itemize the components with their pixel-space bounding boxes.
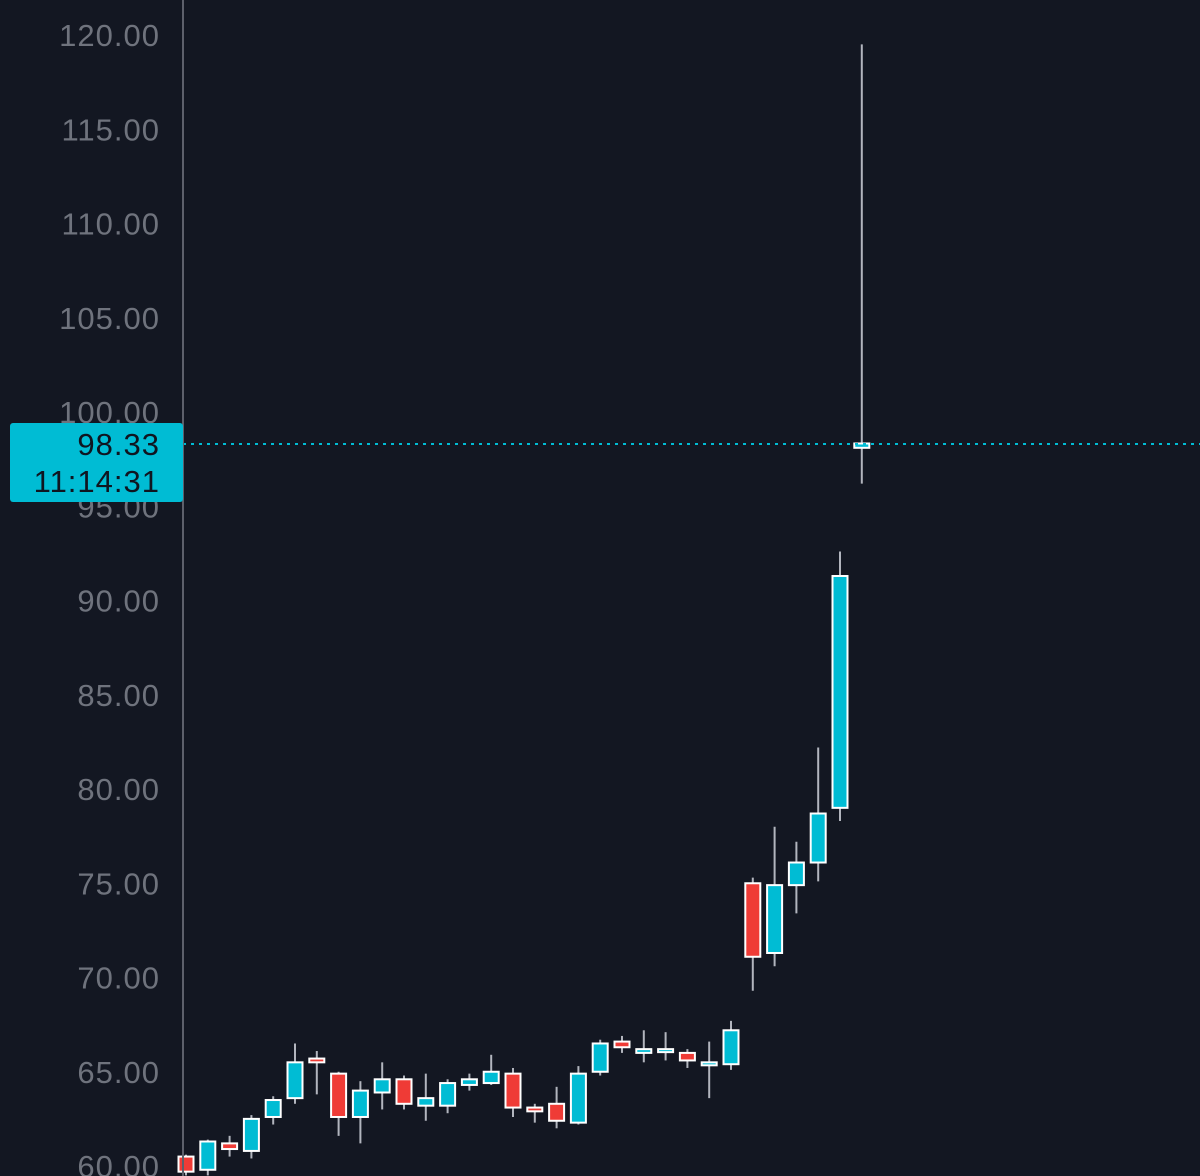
price-axis-ticks: 60.0065.0070.0075.0080.0085.0090.0095.00…	[59, 18, 160, 1176]
y-tick-label: 60.00	[77, 1149, 160, 1176]
candle	[395, 1075, 413, 1110]
candle-body	[395, 1078, 413, 1105]
y-tick-label: 110.00	[61, 207, 160, 242]
candle	[831, 551, 849, 822]
candle	[787, 841, 805, 914]
candle-body	[177, 1155, 195, 1173]
candle-body	[569, 1072, 587, 1124]
candle	[242, 1115, 260, 1159]
candle	[548, 1086, 566, 1129]
candle	[722, 1020, 740, 1070]
candle-body	[242, 1117, 260, 1152]
candle	[308, 1051, 326, 1095]
candle-body	[504, 1072, 522, 1109]
candle-body	[351, 1089, 369, 1118]
y-tick-label: 115.00	[61, 112, 160, 147]
candle	[809, 747, 827, 882]
candle-body	[482, 1070, 500, 1085]
candle	[482, 1054, 500, 1085]
candle	[657, 1032, 675, 1061]
y-tick-label: 120.00	[59, 18, 160, 53]
candle	[286, 1043, 304, 1104]
current-price-value: 98.33	[77, 427, 160, 462]
candle-body	[460, 1078, 478, 1086]
candles-layer	[177, 44, 871, 1176]
candle	[591, 1039, 609, 1076]
candle-body	[787, 861, 805, 887]
y-tick-label: 90.00	[77, 584, 160, 619]
candle	[330, 1071, 348, 1136]
candle-body	[308, 1057, 326, 1064]
candle	[199, 1139, 217, 1176]
candle	[526, 1103, 544, 1123]
candle	[635, 1030, 653, 1063]
candle-body	[526, 1106, 544, 1113]
y-tick-label: 80.00	[77, 772, 160, 807]
current-price-time: 11:14:31	[34, 464, 160, 499]
candle	[766, 826, 784, 967]
candle	[460, 1073, 478, 1091]
candle-body	[373, 1078, 391, 1094]
candle-body	[330, 1072, 348, 1118]
y-tick-label: 105.00	[59, 301, 160, 336]
candle	[373, 1062, 391, 1110]
candle-body	[264, 1099, 282, 1118]
y-tick-label: 75.00	[77, 866, 160, 901]
candle-body	[766, 884, 784, 954]
candle	[504, 1067, 522, 1117]
candle-body	[591, 1042, 609, 1073]
y-tick-label: 85.00	[77, 678, 160, 713]
candle-body	[221, 1142, 239, 1151]
candle-body	[635, 1048, 653, 1054]
candle	[221, 1135, 239, 1157]
candle-body	[657, 1048, 675, 1054]
candle	[700, 1041, 718, 1099]
candle-body	[678, 1051, 696, 1062]
candle-body	[831, 574, 849, 809]
candle-body	[853, 442, 871, 449]
y-tick-label: 70.00	[77, 961, 160, 996]
candle	[439, 1079, 457, 1114]
candle-body	[700, 1061, 718, 1067]
candle-body	[439, 1082, 457, 1107]
candle-body	[548, 1102, 566, 1122]
candle	[853, 44, 871, 484]
candle-body	[286, 1061, 304, 1100]
current-price-label-background	[10, 422, 183, 502]
candle	[678, 1049, 696, 1068]
candle-body	[199, 1140, 217, 1171]
y-tick-label: 65.00	[77, 1055, 160, 1090]
candle	[613, 1035, 631, 1053]
candle	[417, 1073, 435, 1121]
current-price-label[interactable]: 98.33 11:14:31	[10, 422, 183, 502]
candle	[264, 1096, 282, 1125]
candle	[569, 1066, 587, 1125]
candle-body	[744, 882, 762, 958]
candle-body	[613, 1040, 631, 1049]
candle	[351, 1081, 369, 1144]
candle	[177, 1154, 195, 1176]
candle	[744, 877, 762, 991]
candle-body	[809, 812, 827, 864]
candle-body	[722, 1029, 740, 1066]
candle-body	[417, 1097, 435, 1107]
